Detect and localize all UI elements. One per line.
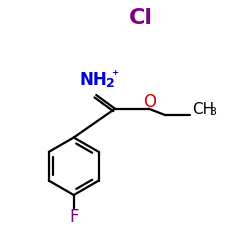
Text: 2: 2 xyxy=(106,76,114,90)
Text: CH: CH xyxy=(192,102,214,117)
Text: NH: NH xyxy=(80,71,108,89)
Text: O: O xyxy=(143,93,156,111)
Text: F: F xyxy=(69,208,78,226)
Text: 3: 3 xyxy=(210,107,216,117)
Text: ⁺: ⁺ xyxy=(112,69,119,83)
Text: Cl: Cl xyxy=(129,8,153,28)
